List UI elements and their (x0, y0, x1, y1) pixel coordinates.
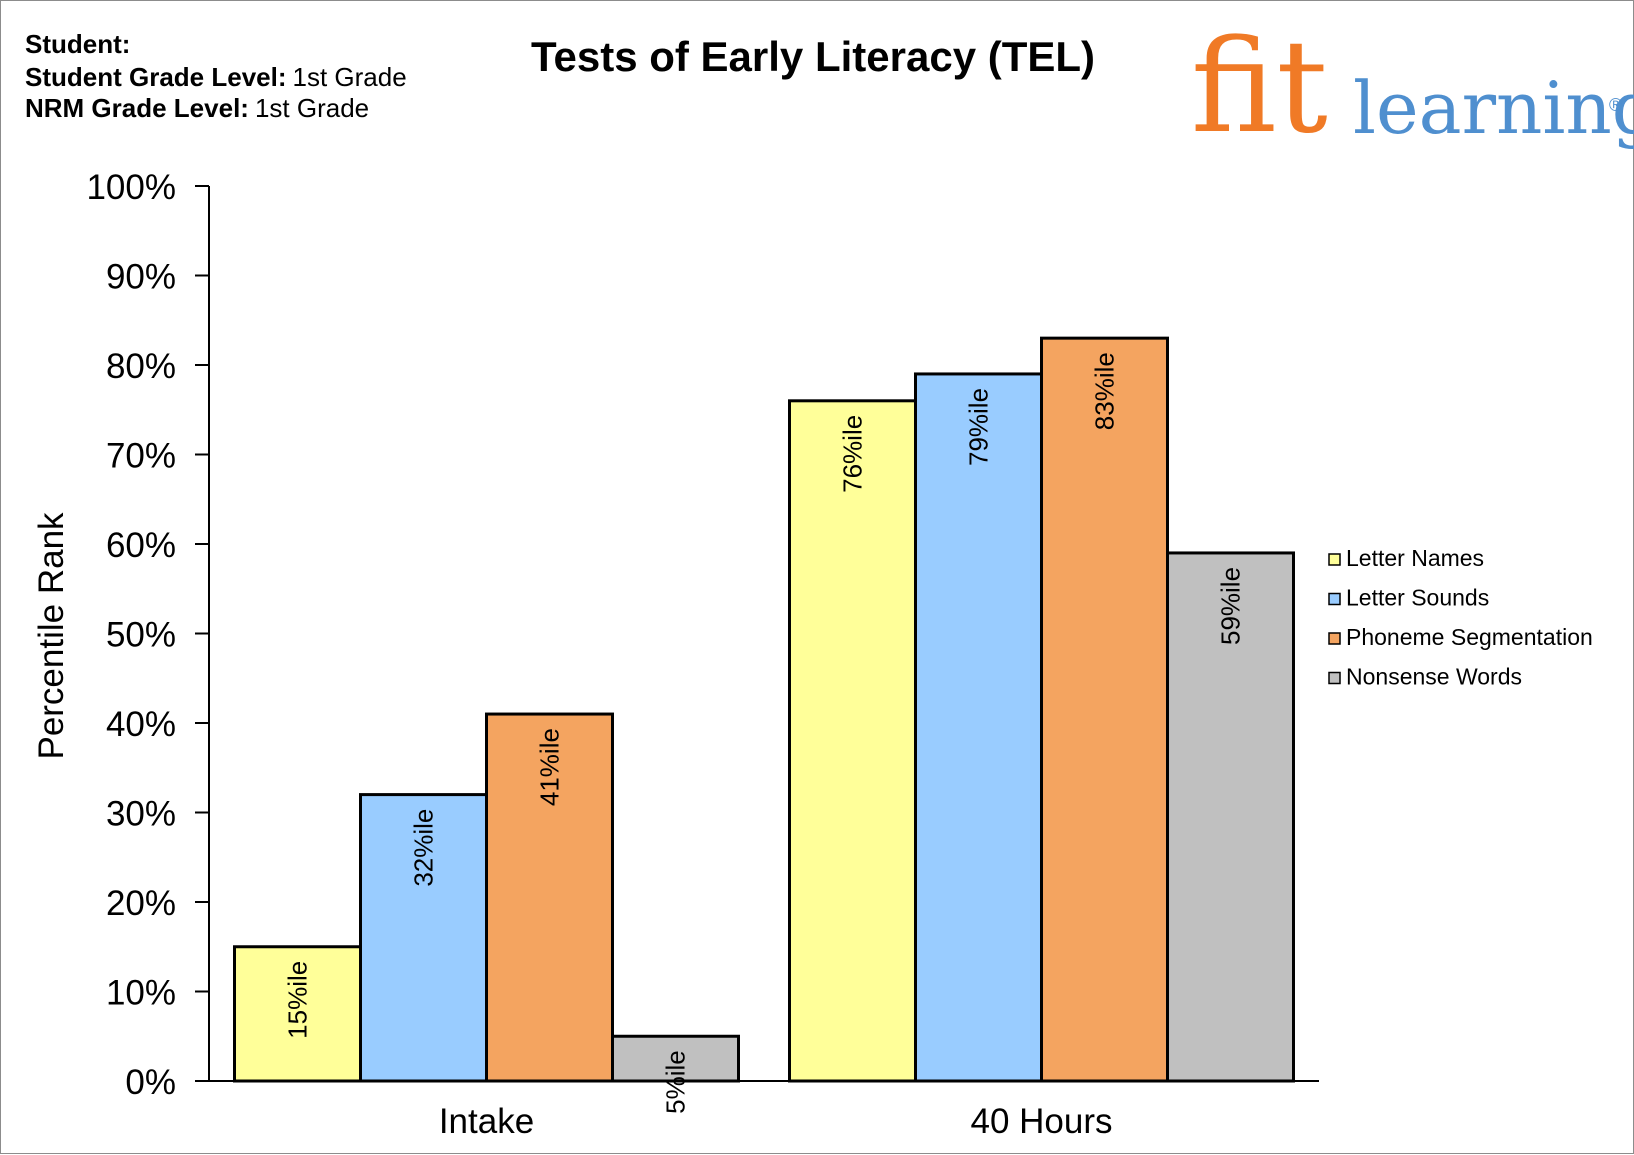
legend-swatch-nonsense-words (1328, 671, 1341, 685)
logo-learning-text: learning (1353, 66, 1634, 150)
bar-value-label: 32%ile (409, 809, 439, 887)
y-tick-label: 80% (106, 347, 176, 386)
legend: Letter Names Letter Sounds Phoneme Segment… (1328, 545, 1593, 690)
student-label: Student: (25, 29, 130, 59)
y-tick-label: 70% (106, 437, 176, 476)
student-grade-line: Student Grade Level: 1st Grade (25, 62, 407, 92)
bar-letter-names-intake (233, 945, 362, 1083)
logo-registered-mark: ® (1609, 95, 1622, 115)
bar-value-label: 15%ile (283, 961, 313, 1039)
bar-letter-sounds-40-hours (914, 372, 1043, 1083)
nrm-grade-label: NRM Grade Level: (25, 93, 249, 123)
y-tick-label: 50% (106, 616, 176, 655)
legend-label-phoneme-segmentation: Phoneme Segmentation (1346, 624, 1593, 650)
y-tick-label: 90% (106, 258, 176, 297)
bar-letter-names-40-hours (788, 399, 917, 1083)
category-label-intake: Intake (439, 1102, 534, 1141)
y-tick-label: 10% (106, 974, 176, 1013)
student-grade-label: Student Grade Level: (25, 62, 287, 92)
bar-nonsense-words-40-hours (1166, 551, 1295, 1083)
legend-swatch-phoneme-segmentation (1328, 632, 1341, 645)
category-labels: Intake 40 Hours (439, 1102, 1113, 1141)
y-axis-title: Percentile Rank (32, 512, 71, 760)
bars-group (233, 336, 1295, 1083)
category-label-40-hours: 40 Hours (970, 1102, 1112, 1141)
bar-value-label: 83%ile (1090, 352, 1120, 430)
bar-value-label: 76%ile (838, 415, 868, 493)
logo-fit-text: fit (1191, 13, 1328, 162)
chart-title: Tests of Early Literacy (TEL) (531, 33, 1095, 80)
y-tick-label: 0% (125, 1063, 176, 1102)
y-tick-label: 60% (106, 526, 176, 565)
bar-value-label: 79%ile (964, 388, 994, 466)
bar-labels-group: 15%ile 32%ile 41%ile 5%ile 76%ile 79%ile 83%il… (283, 352, 1246, 1114)
bar-value-label: 59%ile (1216, 567, 1246, 645)
legend-swatch-letter-sounds (1328, 592, 1341, 606)
bar-phoneme-segmentation-40-hours (1040, 336, 1169, 1083)
y-tick-label: 30% (106, 795, 176, 834)
legend-swatch-letter-names (1328, 553, 1341, 566)
axes-group (208, 186, 1319, 1082)
bar-value-label: 5%ile (661, 1050, 691, 1114)
legend-label-letter-sounds: Letter Sounds (1346, 585, 1489, 611)
bar-nonsense-words-intake (611, 1034, 740, 1083)
bar-letter-sounds-intake (359, 793, 488, 1083)
bar-phoneme-segmentation-intake (485, 712, 614, 1083)
y-axis-ticks: 0% 10% 20% 30% 40% 50% 60% 70% 80% 90% 100% (86, 168, 209, 1102)
fit-learning-logo: fit learning ® (1191, 13, 1634, 162)
y-tick-label: 20% (106, 884, 176, 923)
nrm-grade-value: 1st Grade (255, 93, 369, 123)
legend-label-letter-names: Letter Names (1346, 545, 1484, 571)
bar-value-label: 41%ile (535, 728, 565, 806)
student-grade-value: 1st Grade (293, 62, 407, 92)
nrm-grade-line: NRM Grade Level: 1st Grade (25, 93, 369, 123)
legend-label-nonsense-words: Nonsense Words (1346, 664, 1522, 690)
y-tick-label: 40% (106, 705, 176, 744)
y-tick-label: 100% (86, 168, 176, 207)
